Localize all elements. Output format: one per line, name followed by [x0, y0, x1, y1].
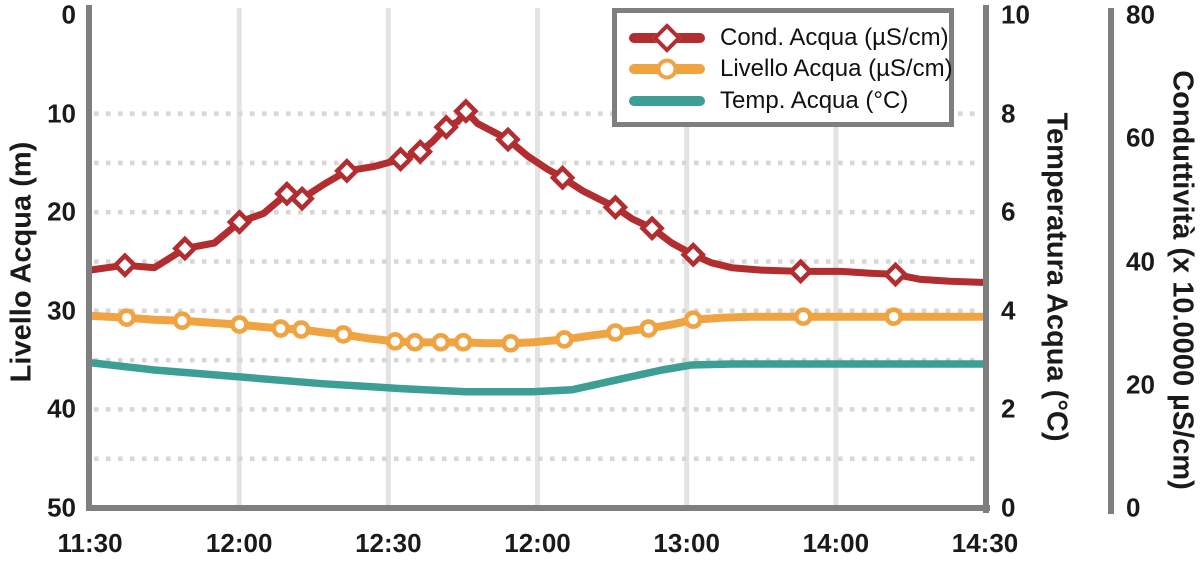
circle-marker — [230, 315, 249, 334]
x-axis-tick-label: 13:00 — [653, 528, 720, 558]
x-axis-tick-label: 14:00 — [802, 528, 870, 558]
x-axis-tick-label: 12:30 — [355, 528, 422, 558]
circle-marker — [453, 333, 473, 352]
temperature-axis-tick-label: 10 — [1001, 0, 1030, 30]
conductivity-axis-title: Conduttività (x 10.0000 µS/cm) — [1166, 70, 1199, 490]
diamond-marker — [639, 215, 665, 241]
legend-label-livello: Livello Acqua (µS/cm) — [720, 55, 953, 82]
x-axis-tick-label: 12:00 — [504, 528, 571, 558]
livello-line-swatch — [629, 58, 705, 80]
circle-marker — [683, 310, 703, 329]
diamond-marker — [602, 194, 629, 221]
left-axis-line — [86, 5, 92, 511]
diamond-marker-icon — [652, 22, 682, 53]
legend-label-temp: Temp. Acqua (°C) — [720, 86, 909, 114]
circle-marker — [405, 333, 425, 352]
circle-marker — [431, 333, 451, 352]
diamond-marker — [882, 261, 909, 288]
conductivity-axis-line — [1108, 8, 1114, 514]
left-axis-tick-label: 20 — [47, 196, 76, 227]
legend-item-cond-acqua: Cond. Acqua (µS/cm) — [629, 22, 949, 53]
diamond-marker — [407, 139, 434, 165]
series-line-temp — [86, 358, 989, 396]
conductivity-axis-tick-label: 40 — [1126, 246, 1155, 276]
circle-marker — [501, 334, 520, 353]
x-axis-tick-label: 14:30 — [951, 528, 1019, 558]
legend-item-livello-acqua: Livello Acqua (µS/cm) — [629, 54, 953, 85]
diamond-marker — [453, 98, 479, 124]
diamond-marker — [334, 158, 360, 184]
conductivity-axis-tick-label: 20 — [1126, 369, 1155, 400]
temperature-axis-tick-label: 0 — [1001, 492, 1016, 523]
diamond-marker — [226, 209, 253, 235]
temperature-axis-tick-label: 4 — [1001, 295, 1016, 326]
legend: Cond. Acqua (µS/cm) Livello Acqua (µS/cm… — [612, 8, 954, 127]
temperature-axis-tick-label: 6 — [1001, 196, 1016, 227]
diamond-marker — [549, 164, 576, 191]
diamond-marker — [172, 235, 198, 262]
diamond-marker — [680, 241, 706, 268]
circle-marker — [172, 311, 192, 330]
left-axis-tick-label: 0 — [61, 0, 76, 30]
circle-marker — [884, 307, 904, 327]
diamond-marker — [787, 258, 814, 285]
x-axis-tick-label: 11:30 — [57, 528, 123, 558]
circle-marker — [555, 330, 574, 349]
bottom-axis-line — [86, 505, 990, 511]
circle-marker — [271, 319, 290, 338]
diamond-marker — [112, 252, 138, 278]
circle-marker — [385, 332, 405, 351]
temperature-axis-line — [983, 5, 989, 513]
conductivity-axis-tick-label: 0 — [1126, 492, 1141, 523]
temperature-axis-tick-label: 2 — [1001, 393, 1016, 424]
left-axis-tick-label: 50 — [47, 492, 76, 523]
circle-marker-icon — [656, 58, 678, 80]
conductivity-axis-tick-label: 80 — [1126, 0, 1155, 30]
left-axis-tick-label: 10 — [47, 98, 76, 129]
x-axis-tick-label: 12:00 — [205, 528, 273, 558]
circle-marker — [291, 320, 311, 339]
legend-item-temp-acqua: Temp. Acqua (°C) — [629, 85, 937, 116]
diamond-marker — [433, 114, 459, 140]
circle-marker — [639, 319, 658, 338]
left-axis-tick-label: 40 — [47, 393, 76, 424]
diamond-marker — [387, 146, 414, 172]
cond-line-swatch — [629, 22, 705, 53]
legend-label-cond: Cond. Acqua (µS/cm) — [720, 23, 949, 51]
conductivity-axis-tick-label: 60 — [1126, 122, 1155, 153]
left-axis-tick-label: 30 — [47, 295, 76, 326]
temperature-axis-title: Temperatura Acqua (°C) — [1040, 112, 1073, 442]
diamond-marker — [495, 126, 521, 153]
circle-marker — [606, 323, 625, 342]
temperature-axis-tick-label: 8 — [1001, 98, 1016, 129]
circle-marker — [333, 325, 353, 344]
diamond-marker — [289, 185, 315, 212]
circle-marker — [794, 307, 813, 327]
left-axis-title: Livello Acqua (m) — [5, 141, 38, 383]
circle-marker — [117, 308, 136, 328]
temp-line-swatch — [629, 95, 705, 106]
